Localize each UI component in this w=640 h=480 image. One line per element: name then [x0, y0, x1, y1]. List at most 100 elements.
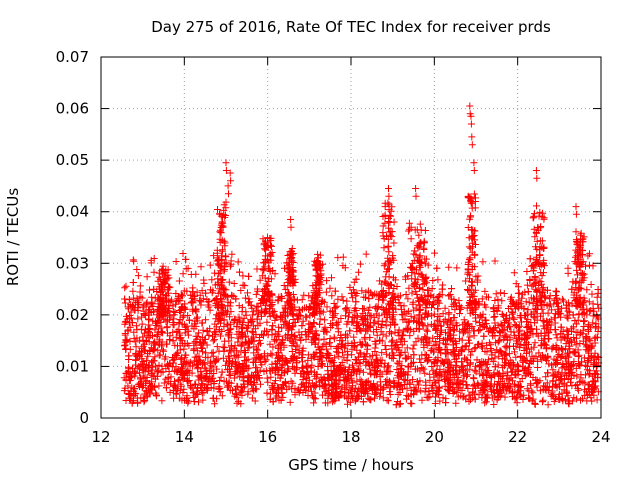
data-point — [434, 276, 442, 284]
data-point — [179, 250, 187, 257]
data-point — [382, 368, 390, 376]
data-point — [145, 321, 153, 329]
data-point — [235, 313, 243, 321]
data-point — [407, 312, 415, 320]
data-point — [443, 318, 451, 326]
data-point — [232, 385, 239, 393]
data-point — [228, 292, 236, 300]
data-point — [400, 302, 408, 310]
data-point — [179, 270, 187, 278]
data-point — [353, 328, 361, 336]
data-point — [572, 320, 580, 328]
data-point — [147, 301, 155, 309]
data-point — [397, 337, 405, 345]
data-point — [171, 309, 179, 316]
data-point — [456, 310, 463, 317]
data-point — [445, 324, 453, 331]
chart-title: Day 275 of 2016, Rate Of TEC Index for r… — [151, 18, 551, 36]
data-point — [174, 376, 182, 384]
data-point — [130, 257, 138, 265]
data-point — [574, 386, 582, 394]
data-point — [312, 381, 320, 389]
data-point — [171, 367, 179, 375]
data-point — [210, 378, 218, 385]
data-point — [517, 314, 525, 322]
data-point — [321, 316, 329, 324]
data-point — [565, 330, 573, 338]
data-point — [245, 344, 253, 352]
data-point — [209, 352, 217, 360]
data-point — [511, 348, 518, 356]
data-point — [430, 301, 437, 308]
data-point — [429, 367, 437, 375]
data-point — [544, 401, 552, 409]
data-point — [405, 284, 413, 292]
data-point — [450, 314, 458, 321]
data-point — [364, 306, 372, 314]
data-point — [525, 298, 533, 306]
data-point — [148, 298, 156, 306]
data-point — [382, 350, 390, 358]
data-point — [561, 355, 569, 363]
data-point — [565, 345, 573, 353]
data-point — [344, 400, 351, 408]
data-point — [464, 371, 471, 379]
data-point — [522, 298, 530, 306]
data-point — [503, 375, 511, 383]
data-point — [234, 338, 242, 346]
data-point — [436, 331, 444, 339]
data-point — [435, 377, 443, 385]
data-point — [475, 300, 483, 308]
data-point — [135, 363, 143, 370]
data-point — [476, 311, 484, 319]
data-point — [516, 322, 524, 330]
data-point — [505, 360, 512, 368]
data-point — [151, 353, 159, 361]
data-point — [298, 354, 306, 361]
data-point — [209, 363, 217, 371]
data-point — [253, 265, 261, 273]
data-point — [403, 309, 411, 317]
data-point — [228, 250, 236, 258]
data-point — [453, 378, 461, 386]
data-point — [348, 386, 356, 394]
data-point — [244, 355, 252, 363]
data-point — [197, 263, 205, 271]
data-point — [252, 290, 260, 298]
data-point — [245, 295, 253, 303]
data-point — [239, 325, 247, 333]
data-point — [208, 349, 216, 357]
data-point — [476, 370, 484, 378]
data-point — [146, 306, 154, 314]
data-point — [519, 363, 527, 371]
data-point — [329, 396, 337, 404]
data-point — [464, 385, 472, 392]
data-point — [553, 299, 561, 307]
data-point — [245, 364, 253, 372]
data-point — [194, 313, 201, 321]
data-point — [134, 398, 142, 406]
data-point — [517, 352, 525, 360]
data-point — [256, 276, 264, 284]
data-point — [358, 377, 366, 385]
data-point — [343, 304, 351, 312]
data-point — [520, 391, 528, 399]
data-point — [153, 366, 161, 374]
data-point — [370, 314, 378, 322]
y-tick-label: 0.03 — [56, 254, 89, 272]
data-point — [474, 379, 482, 387]
data-point — [508, 310, 516, 318]
data-point — [248, 317, 256, 325]
data-point — [170, 308, 178, 316]
data-point — [120, 342, 128, 350]
data-point — [278, 352, 286, 360]
data-point — [421, 309, 429, 317]
data-point — [464, 287, 472, 295]
data-point — [394, 329, 402, 337]
data-point — [150, 268, 158, 276]
data-point — [472, 368, 480, 376]
data-point — [158, 397, 166, 405]
data-point — [555, 310, 563, 317]
data-point — [210, 394, 217, 402]
data-point — [422, 326, 430, 334]
